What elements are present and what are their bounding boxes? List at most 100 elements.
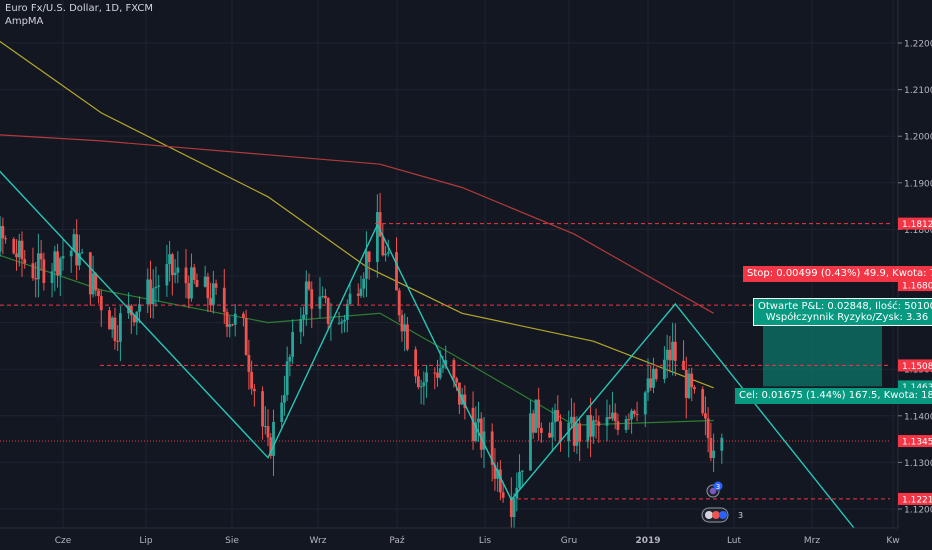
candle-body	[247, 355, 251, 372]
candle-body	[345, 303, 349, 320]
price-tick-label: 1.18000	[904, 226, 932, 236]
candle-body	[58, 258, 62, 276]
time-axis[interactable]: Cze Lip Sie Wrz Paź Lis Gru 2019 Lut Mrz Kw	[0, 527, 900, 550]
candle-body	[195, 279, 199, 287]
candle-body	[548, 432, 551, 438]
moving-average-line	[0, 254, 714, 426]
candle-body	[496, 469, 500, 479]
candle-body	[477, 418, 480, 423]
candle-body	[244, 317, 248, 356]
candle-body	[406, 324, 409, 350]
candle-body	[261, 391, 264, 427]
price-tick-label: 1.21000	[904, 86, 932, 96]
candle-body	[591, 420, 595, 437]
candle-body	[425, 372, 428, 383]
candle-body	[578, 423, 582, 442]
candle-body	[654, 368, 658, 380]
candle-body	[225, 311, 229, 327]
candle-body	[673, 341, 677, 361]
candle-body	[608, 417, 612, 419]
candle-body	[269, 437, 273, 456]
candle-body	[493, 464, 497, 479]
candle-body	[611, 412, 614, 419]
candle-body	[704, 413, 707, 419]
time-tick-label: Lis	[479, 536, 492, 546]
candle-body	[324, 295, 327, 299]
candle-body	[165, 264, 169, 286]
event-markers[interactable]: 33	[701, 481, 743, 523]
candle-body	[384, 253, 387, 256]
candle-body	[146, 279, 150, 305]
candle-body	[436, 372, 439, 378]
candle-body	[671, 341, 675, 361]
time-tick-label: Lip	[139, 536, 153, 546]
candle-body	[17, 240, 21, 258]
moving-average-lines	[0, 40, 714, 426]
candle-body	[356, 293, 360, 296]
candle-body	[613, 412, 617, 422]
moving-average-line	[0, 40, 714, 389]
candle-body	[575, 423, 579, 446]
candle-body	[75, 234, 79, 266]
time-tick-label: Sie	[225, 536, 239, 546]
indicator-label[interactable]: AmpMA	[5, 16, 44, 27]
time-tick-label: Mrz	[804, 536, 820, 546]
price-tick-label: 1.13000	[904, 459, 932, 469]
candle-body	[720, 437, 724, 451]
candle-body	[304, 281, 308, 315]
candle-body	[176, 267, 180, 273]
candle-body	[252, 388, 256, 392]
candle-body	[94, 273, 98, 291]
price-label-text: 1.16805	[902, 282, 932, 292]
candle-body	[80, 252, 84, 254]
candlestick-series	[0, 192, 724, 537]
time-tick-label: Paź	[389, 536, 405, 546]
candle-body	[1, 226, 5, 239]
candle-body	[285, 361, 289, 396]
candle-body	[340, 321, 344, 324]
time-tick-label: Kw	[886, 536, 899, 546]
candle-body	[690, 373, 694, 388]
price-tick-label: 1.20000	[904, 133, 932, 143]
candle-body	[553, 410, 557, 423]
candle-body	[190, 267, 193, 299]
candle-body	[498, 469, 502, 493]
candle-body	[531, 413, 535, 433]
candle-body	[326, 298, 330, 324]
price-label-text: 1.13458	[902, 438, 932, 448]
candle-body	[701, 389, 705, 414]
candle-body	[362, 278, 366, 289]
candle-body	[605, 417, 609, 426]
candle-body	[665, 349, 669, 360]
candle-body	[463, 394, 467, 408]
candle-body	[233, 313, 237, 325]
candle-body	[222, 287, 226, 312]
candle-body	[97, 290, 100, 296]
candle-body	[39, 253, 43, 260]
candle-body	[444, 360, 448, 365]
candle-body	[31, 263, 35, 279]
candle-body	[157, 285, 161, 287]
candle-body	[509, 497, 513, 518]
candle-body	[479, 418, 483, 450]
candle-body	[203, 276, 207, 287]
candle-body	[72, 234, 76, 251]
candle-body	[649, 378, 653, 388]
candle-body	[474, 422, 478, 441]
candle-body	[337, 323, 341, 325]
price-tick-label: 1.12000	[904, 506, 932, 516]
candle-body	[307, 281, 311, 290]
candle-body	[56, 251, 59, 276]
candle-body	[4, 238, 7, 240]
pnl-line-2: Współczynnik Ryzyko/Zysk: 3.36	[765, 312, 929, 323]
candle-body	[302, 314, 305, 320]
candle-body	[400, 315, 404, 332]
event-count-badge	[713, 481, 723, 491]
candle-body	[53, 251, 57, 272]
candle-body	[501, 492, 505, 498]
candle-body	[646, 378, 650, 393]
candle-body	[110, 317, 114, 330]
candle-body	[537, 399, 541, 428]
price-tick-label: 1.14000	[904, 412, 932, 422]
